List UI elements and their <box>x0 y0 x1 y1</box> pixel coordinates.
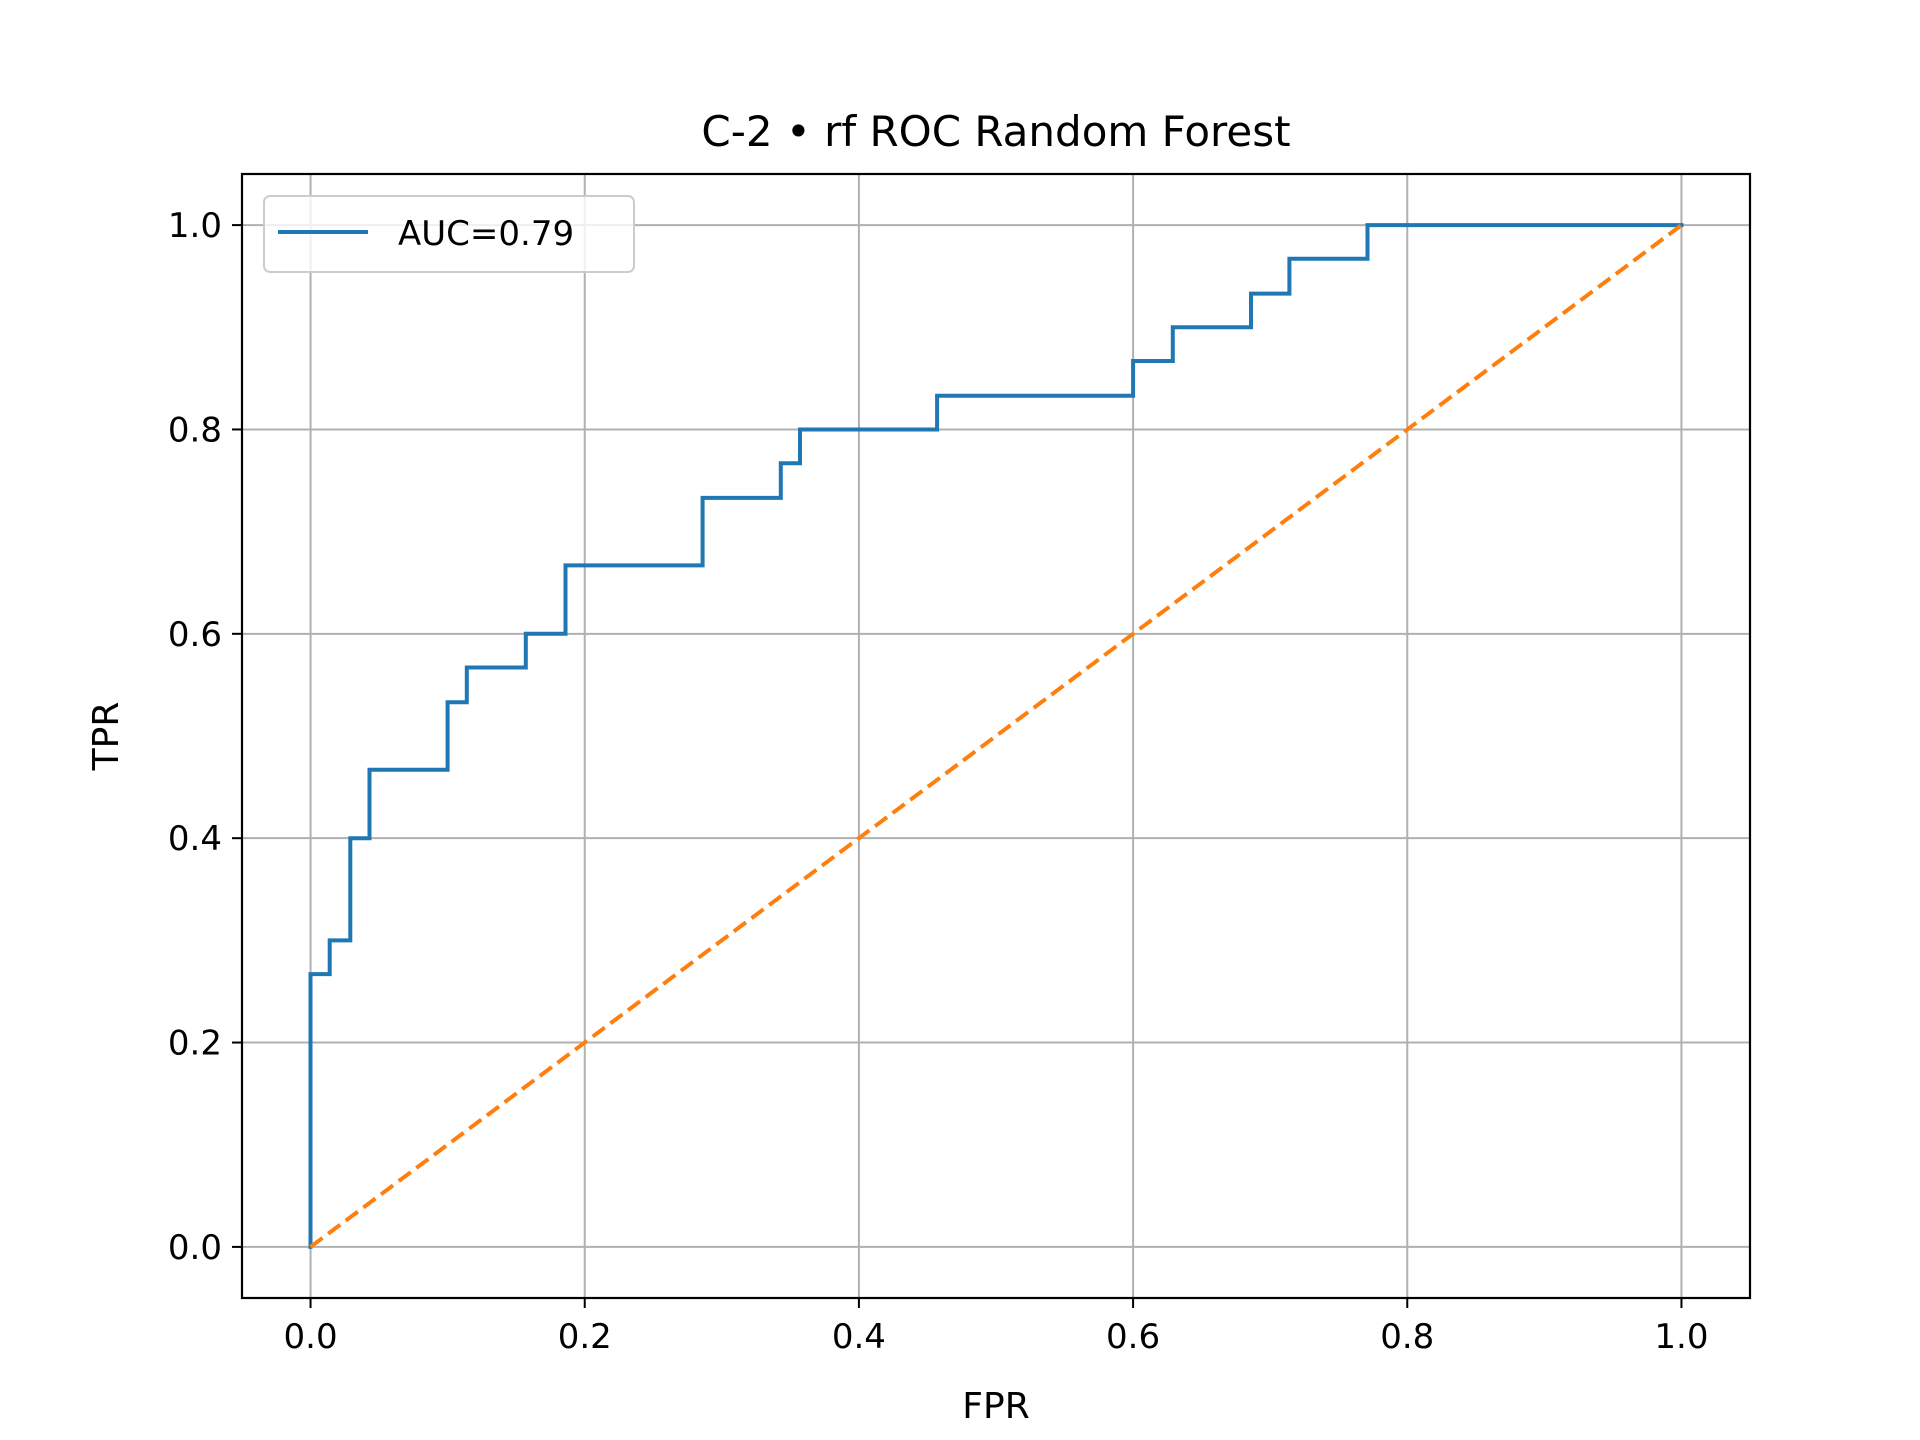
x-tick-label: 0.4 <box>832 1317 886 1357</box>
x-axis-label: FPR <box>962 1386 1029 1427</box>
x-tick-label: 0.0 <box>284 1317 338 1357</box>
legend-label: AUC=0.79 <box>398 214 574 254</box>
axis-ticks: 0.0 0.2 0.4 0.6 0.8 1.0 0.0 0.2 0.4 0.6 0.8 1.0 <box>168 206 1709 1357</box>
y-tick-label: 0.0 <box>168 1228 222 1268</box>
y-tick-label: 0.2 <box>168 1024 222 1064</box>
legend-box <box>263 195 635 273</box>
plot-frame <box>240 172 1752 1300</box>
x-tick-label: 0.6 <box>1106 1317 1160 1357</box>
y-axis-label: TPR <box>86 702 127 772</box>
y-tick-label: 0.8 <box>168 410 222 450</box>
roc-curve-line <box>308 223 1684 1249</box>
x-tick-label: 0.8 <box>1380 1317 1434 1357</box>
plot-series <box>308 223 1684 1249</box>
y-tick-label: 1.0 <box>168 206 222 246</box>
y-tick-label: 0.6 <box>168 615 222 655</box>
legend: AUC=0.79 <box>263 195 635 273</box>
x-tick-label: 1.0 <box>1654 1317 1708 1357</box>
y-tick-label: 0.4 <box>168 819 222 859</box>
x-tick-label: 0.2 <box>558 1317 612 1357</box>
grid-lines <box>242 174 1750 1298</box>
chart-title: C-2 • rf ROC Random Forest <box>701 107 1290 156</box>
